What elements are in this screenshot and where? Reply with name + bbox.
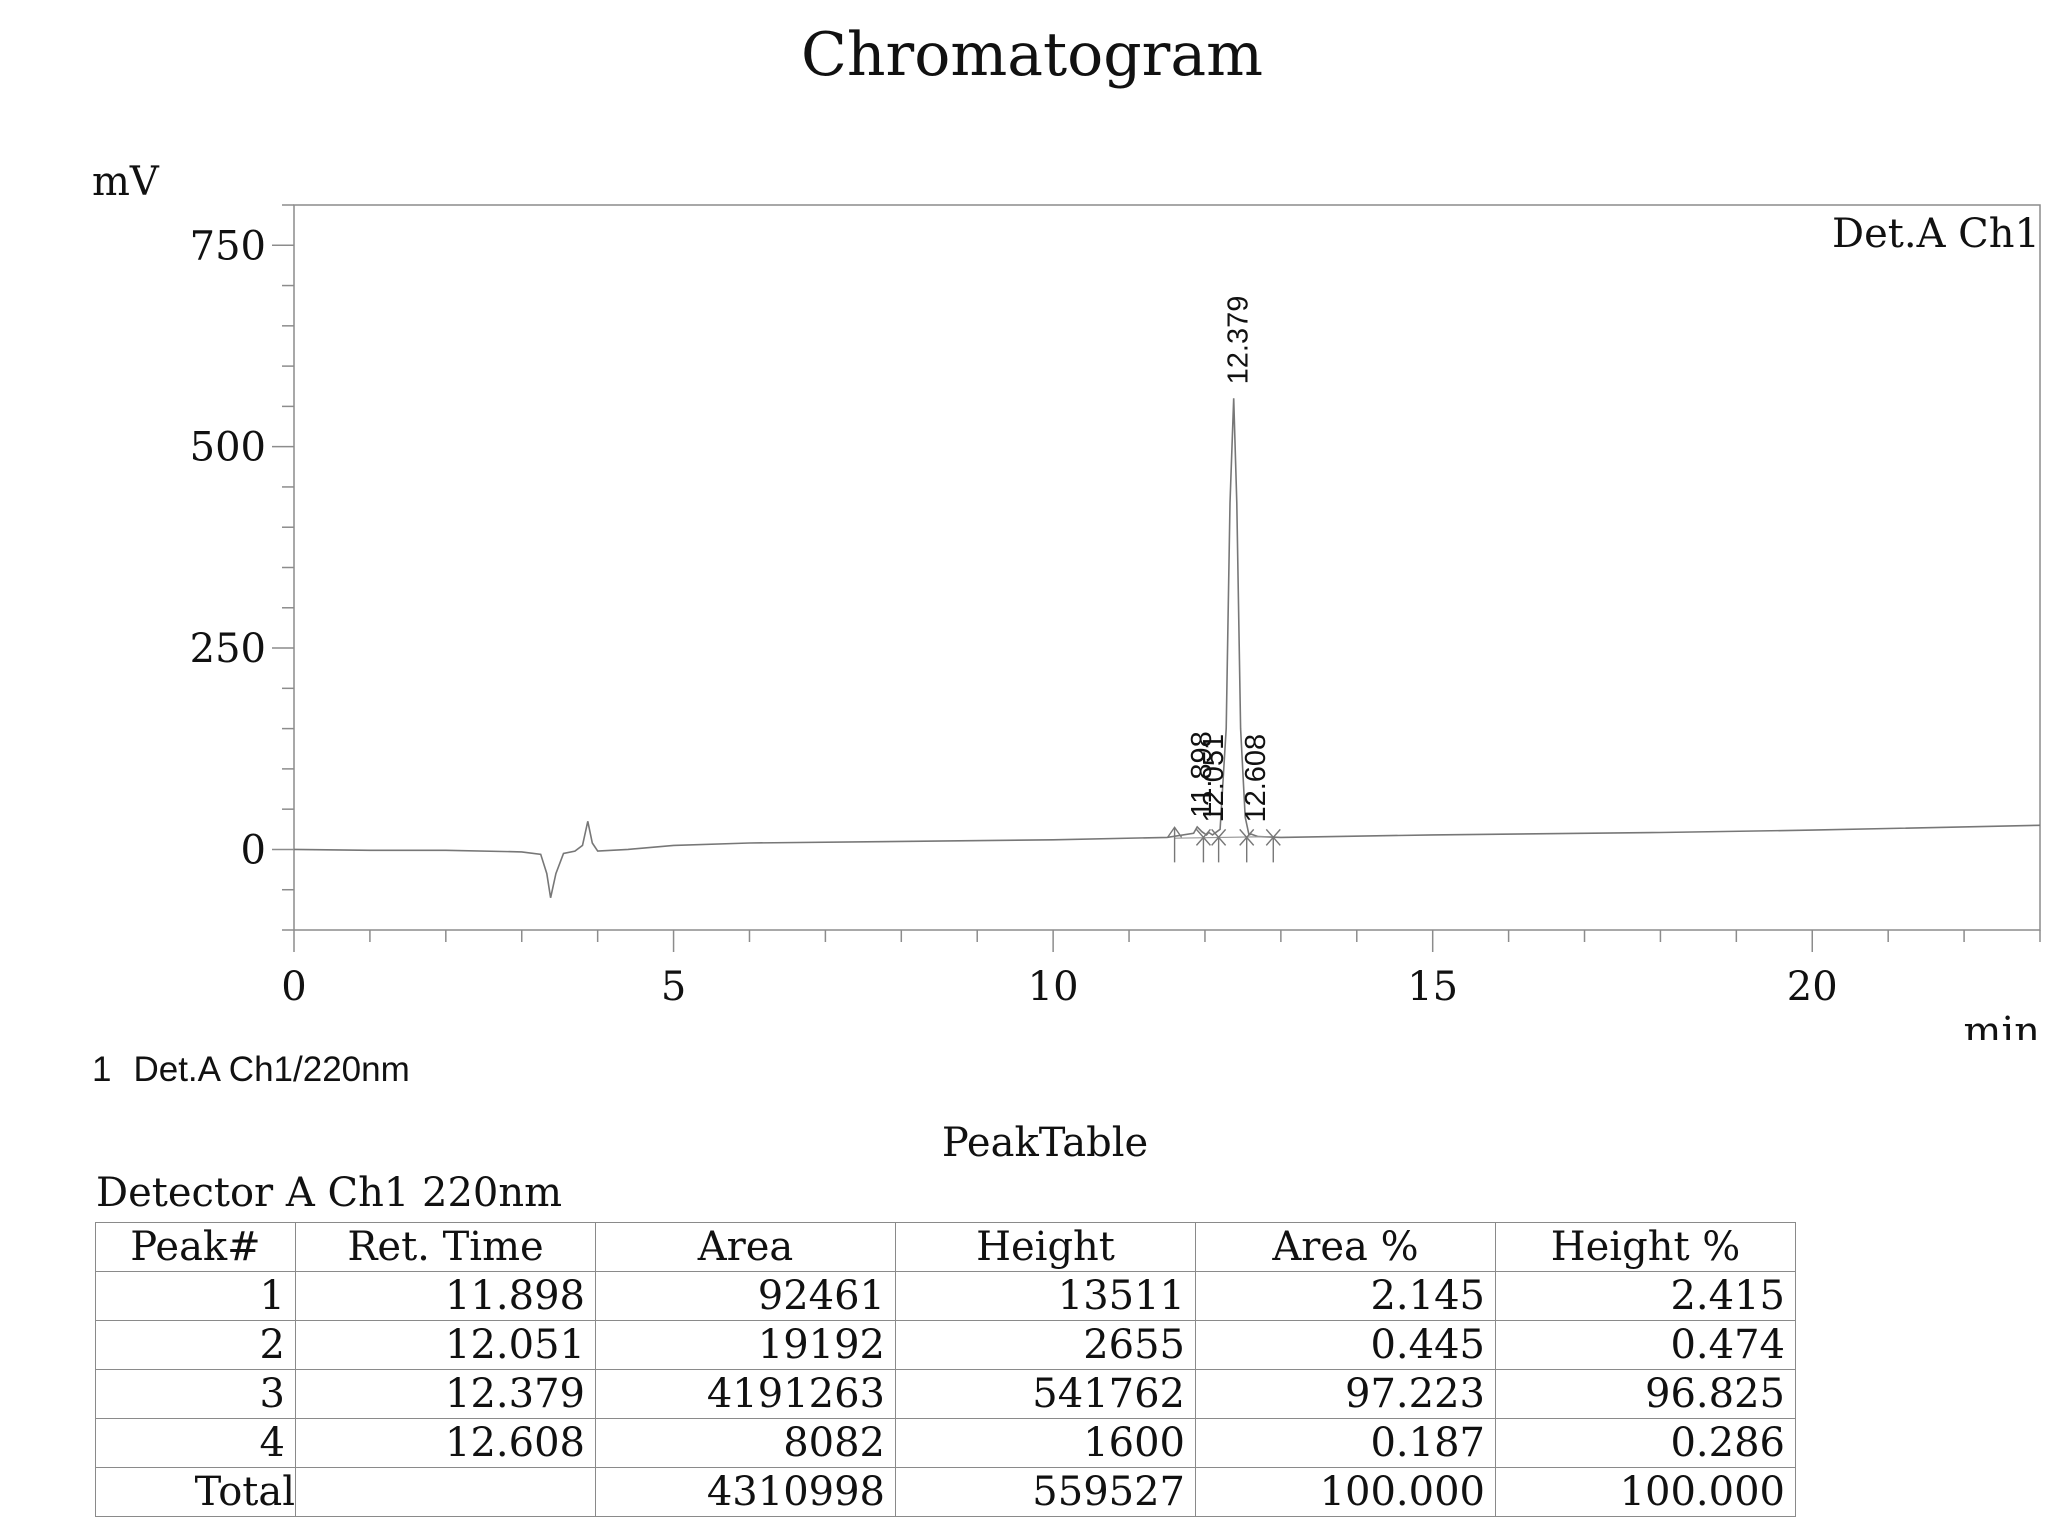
table-cell: 13511 <box>895 1271 1196 1321</box>
table-cell: 96.825 <box>1495 1369 1796 1419</box>
table-cell: 8082 <box>595 1418 896 1468</box>
table-cell: 92461 <box>595 1271 896 1321</box>
table-cell: 0.474 <box>1495 1320 1796 1370</box>
table-cell: 12.379 <box>295 1369 596 1419</box>
peak-table-detector: Detector A Ch1 220nm <box>96 1170 563 1216</box>
x-tick-label: 0 <box>281 964 306 1010</box>
table-row: 3 12.379 4191263 541762 97.223 96.825 <box>95 1369 1796 1419</box>
chart-title: Chromatogram <box>800 20 1263 90</box>
table-cell: 4310998 <box>595 1467 896 1517</box>
integration-marker <box>1239 828 1255 863</box>
peak-table-header-row: Peak# Ret. Time Area Height Area % Heigh… <box>95 1222 1796 1272</box>
y-axis-label: mV <box>92 159 160 205</box>
table-cell: 97.223 <box>1195 1369 1496 1419</box>
header-ret-time: Ret. Time <box>295 1222 596 1272</box>
table-cell: 2.415 <box>1495 1271 1796 1321</box>
header-peak-number: Peak# <box>95 1222 296 1272</box>
peak-label: 12.608 <box>1240 734 1272 823</box>
x-tick-label: 20 <box>1787 964 1838 1010</box>
table-cell: 100.000 <box>1495 1467 1796 1517</box>
y-tick-label: 0 <box>241 827 266 873</box>
chart-legend: 1 Det.A Ch1/220nm <box>92 1050 410 1090</box>
chromatogram-trace <box>293 398 2041 898</box>
peak-table: Peak# Ret. Time Area Height Area % Heigh… <box>95 1222 1796 1517</box>
plot-frame <box>293 204 2041 931</box>
peak-table-title: PeakTable <box>941 1120 1149 1166</box>
header-height: Height <box>895 1222 1196 1272</box>
integration-marker <box>1265 828 1281 863</box>
x-tick-label: 5 <box>661 964 686 1010</box>
y-tick-label: 250 <box>190 626 266 672</box>
table-cell: 12.608 <box>295 1418 596 1468</box>
table-cell: 559527 <box>895 1467 1196 1517</box>
table-cell: 4 <box>95 1418 296 1468</box>
header-area: Area <box>595 1222 896 1272</box>
table-cell: 1600 <box>895 1418 1196 1468</box>
x-tick-label: 10 <box>1028 964 1079 1010</box>
table-cell: 19192 <box>595 1320 896 1370</box>
y-tick-label: 750 <box>190 223 266 269</box>
table-cell: 11.898 <box>295 1271 596 1321</box>
table-cell: 2 <box>95 1320 296 1370</box>
table-cell: 4191263 <box>595 1369 896 1419</box>
header-area-percent: Area % <box>1195 1222 1496 1272</box>
table-row: 2 12.051 19192 2655 0.445 0.474 <box>95 1320 1796 1370</box>
table-cell: 541762 <box>895 1369 1196 1419</box>
table-cell: 12.051 <box>295 1320 596 1370</box>
y-tick-label: 500 <box>190 425 266 471</box>
table-total-row: Total 4310998 559527 100.000 100.000 <box>95 1467 1796 1517</box>
integration-start-arrow <box>1167 826 1183 838</box>
table-cell: 0.187 <box>1195 1418 1496 1468</box>
table-row: 1 11.898 92461 13511 2.145 2.415 <box>95 1271 1796 1321</box>
table-cell: 0.445 <box>1195 1320 1496 1370</box>
channel-label: Det.A Ch1 <box>1832 211 2040 257</box>
table-cell: Total <box>95 1467 296 1517</box>
integration-marker <box>1211 828 1227 863</box>
legend-label: Det.A Ch1/220nm <box>133 1050 410 1089</box>
x-axis-label: min <box>1964 1009 2040 1040</box>
table-cell <box>295 1467 596 1517</box>
peak-label: 11.898 <box>1186 731 1218 818</box>
table-cell: 2655 <box>895 1320 1196 1370</box>
legend-number: 1 <box>92 1050 112 1089</box>
integration-marker <box>1195 828 1211 863</box>
header-height-percent: Height % <box>1495 1222 1796 1272</box>
table-cell: 2.145 <box>1195 1271 1496 1321</box>
table-cell: 1 <box>95 1271 296 1321</box>
peak-label: 12.051 <box>1198 734 1230 823</box>
table-cell: 3 <box>95 1369 296 1419</box>
table-cell: 0.286 <box>1495 1418 1796 1468</box>
peak-label: 12.379 <box>1223 296 1255 385</box>
table-cell: 100.000 <box>1195 1467 1496 1517</box>
table-row: 4 12.608 8082 1600 0.187 0.286 <box>95 1418 1796 1468</box>
x-tick-label: 15 <box>1407 964 1458 1010</box>
integration-baseline <box>1174 835 1274 839</box>
